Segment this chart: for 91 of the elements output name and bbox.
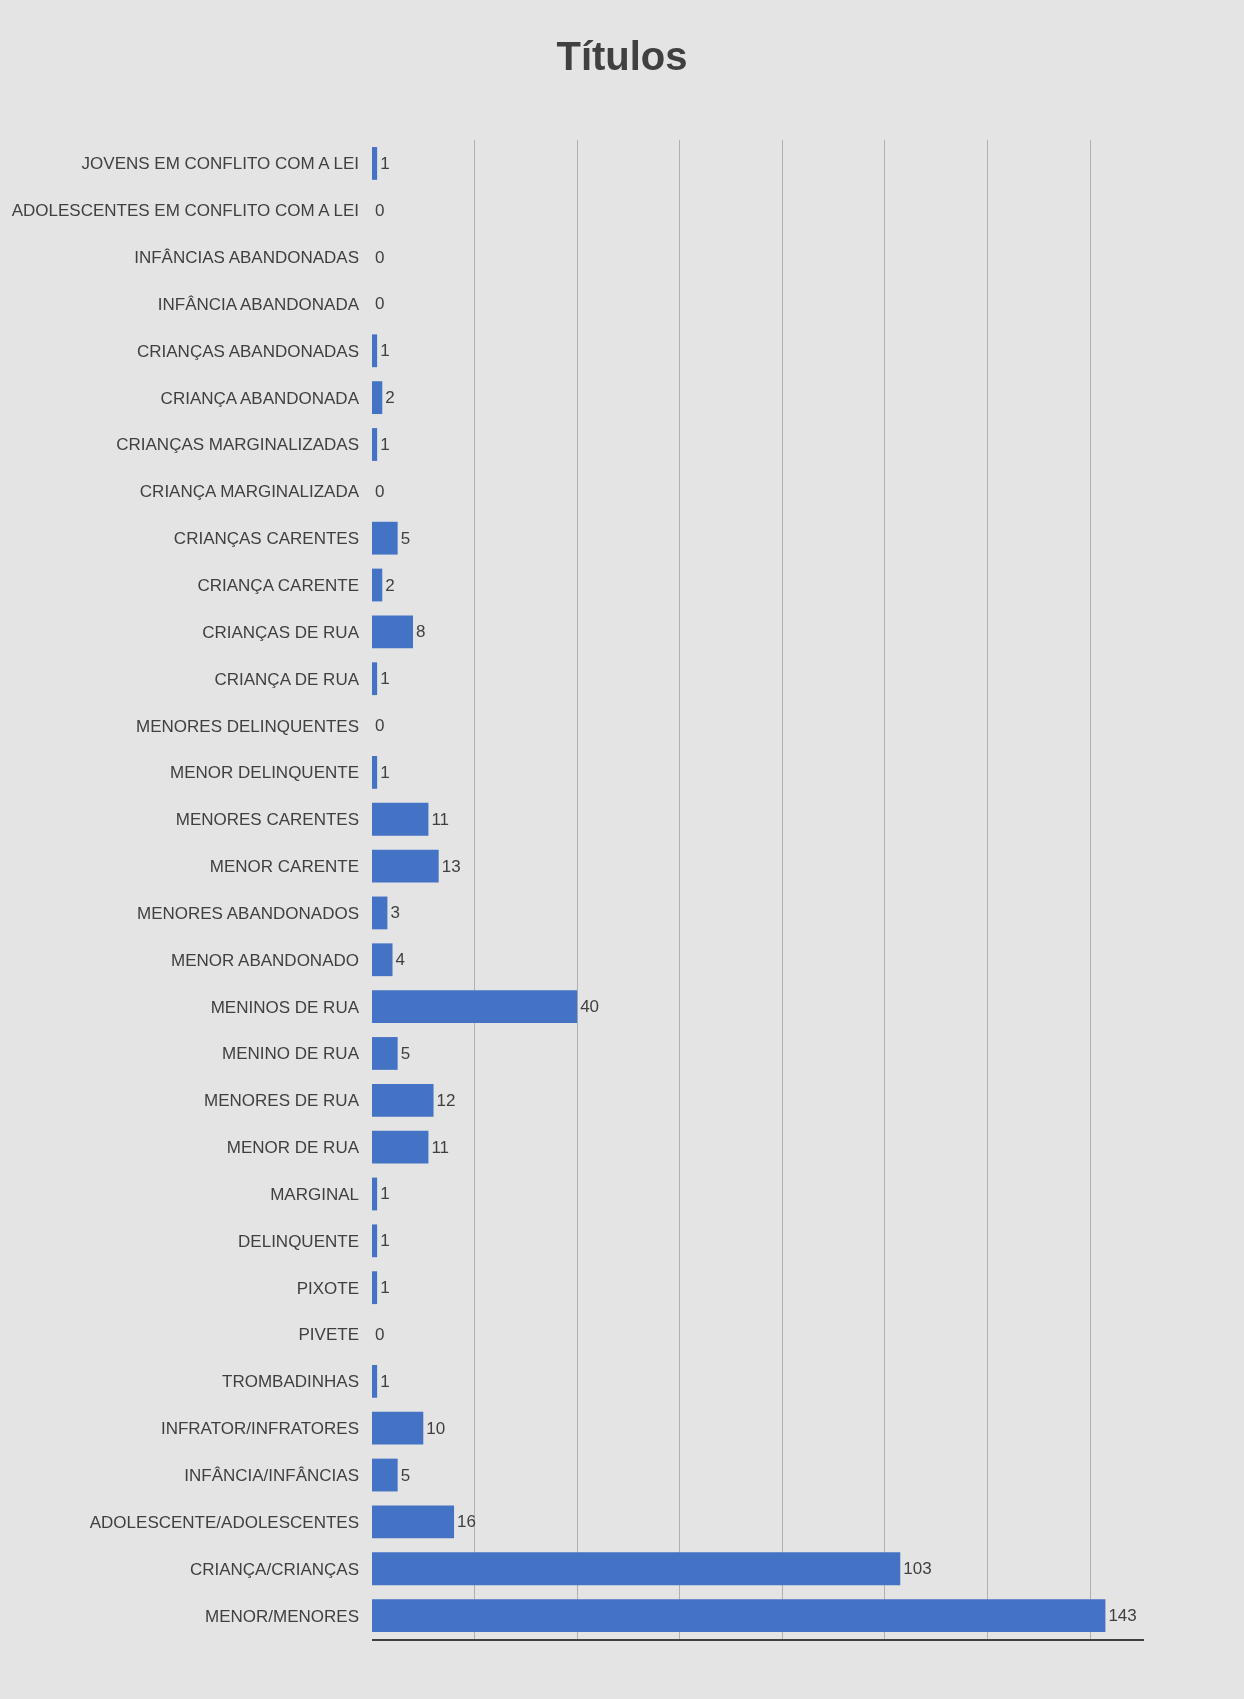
y-tick-label: INFÂNCIA ABANDONADA [157, 294, 360, 314]
y-tick-label: MENOR DE RUA [226, 1138, 360, 1158]
data-label: 10 [426, 1418, 446, 1438]
y-tick-label: CRIANÇAS ABANDONADAS [137, 341, 359, 361]
data-label: 0 [375, 247, 385, 267]
y-tick-label: ADOLESCENTE/ADOLESCENTES [89, 1512, 359, 1532]
data-label: 0 [375, 481, 385, 501]
chart-title: Títulos [556, 34, 688, 79]
data-label: 1 [380, 341, 390, 361]
data-label: 2 [385, 388, 395, 408]
y-tick-label: MENINO DE RUA [222, 1044, 360, 1064]
y-tick-label: INFÂNCIA/INFÂNCIAS [184, 1466, 359, 1485]
y-tick-label: ADOLESCENTES EM CONFLITO COM A LEI [11, 201, 359, 221]
data-label: 2 [385, 575, 395, 595]
bar [372, 615, 414, 649]
data-label: 11 [431, 1137, 450, 1157]
y-tick-label: MENINOS DE RUA [210, 997, 360, 1017]
bar [372, 1458, 398, 1492]
y-tick-label: MENOR DELINQUENTE [170, 763, 359, 783]
bar [372, 1130, 429, 1164]
bar [372, 756, 378, 789]
y-tick-label: MENOR CARENTE [209, 857, 359, 877]
data-label: 1 [380, 669, 390, 689]
bar [372, 1505, 455, 1539]
bar [372, 381, 383, 415]
y-tick-label: MENOR ABANDONADO [171, 950, 359, 970]
y-tick-label: TROMBADINHAS [222, 1372, 359, 1392]
data-label: 0 [375, 294, 385, 314]
y-tick-label: CRIANÇA CARENTE [197, 575, 359, 595]
data-label: 1 [380, 434, 390, 454]
y-tick-label: MENORES DE RUA [204, 1091, 360, 1111]
bar [372, 568, 383, 602]
bar [372, 334, 378, 368]
data-label: 103 [903, 1559, 932, 1579]
bar [372, 990, 578, 1023]
y-tick-label: PIXOTE [296, 1278, 359, 1298]
bar [372, 1271, 378, 1305]
bar [372, 1599, 1106, 1632]
y-tick-label: CRIANÇA MARGINALIZADA [139, 482, 360, 502]
data-label: 1 [380, 153, 390, 173]
data-label: 0 [375, 1325, 385, 1345]
bar [372, 147, 378, 180]
data-label: 16 [457, 1512, 476, 1532]
bar [372, 943, 393, 977]
bar [372, 849, 439, 883]
bar [372, 1083, 434, 1117]
data-label: 1 [380, 1184, 390, 1204]
y-tick-label: MENORES DELINQUENTES [136, 716, 359, 736]
data-label: 1 [380, 1371, 390, 1391]
bar [372, 521, 398, 555]
bar [372, 1224, 378, 1258]
data-label: 5 [400, 528, 411, 548]
y-tick-label: CRIANÇA ABANDONADA [160, 388, 360, 408]
y-tick-label: DELINQUENTE [238, 1231, 359, 1251]
y-tick-label: MENOR/MENORES [205, 1606, 359, 1626]
data-label: 0 [375, 200, 385, 220]
bar [372, 896, 388, 930]
y-tick-label: JOVENS EM CONFLITO COM A LEI [81, 154, 359, 174]
y-tick-label: MENORES ABANDONADOS [137, 903, 359, 923]
data-label: 1 [380, 762, 390, 782]
bar [372, 1552, 901, 1586]
data-label: 13 [441, 856, 461, 876]
y-tick-label: CRIANÇAS MARGINALIZADAS [116, 435, 359, 455]
y-tick-label: PIVETE [298, 1325, 359, 1345]
y-tick-label: CRIANÇA DE RUA [214, 669, 360, 689]
data-label: 1 [380, 1231, 390, 1251]
bar [372, 802, 429, 836]
bar [372, 1177, 378, 1211]
y-tick-label: INFÂNCIAS ABANDONADAS [134, 248, 359, 268]
bar [372, 1037, 398, 1070]
data-label: 1 [380, 1278, 390, 1298]
data-label: 8 [416, 622, 426, 642]
y-tick-label: CRIANÇAS DE RUA [202, 622, 360, 642]
data-label: 5 [400, 1043, 411, 1063]
y-tick-label: MARGINAL [270, 1184, 359, 1204]
y-tick-label: CRIANÇAS CARENTES [173, 529, 359, 549]
data-label: 4 [395, 950, 405, 970]
data-label: 143 [1108, 1606, 1137, 1626]
bar [372, 428, 378, 461]
data-label: 12 [436, 1090, 456, 1110]
y-tick-label: INFRATOR/INFRATORES [160, 1419, 359, 1439]
y-tick-label: MENORES CARENTES [175, 810, 359, 830]
data-label: 11 [431, 809, 450, 829]
bar [372, 1411, 424, 1445]
data-label: 40 [580, 997, 600, 1017]
data-label: 0 [375, 716, 385, 736]
data-label: 3 [390, 903, 400, 923]
data-label: 5 [400, 1465, 411, 1485]
bar [372, 662, 378, 696]
bar [372, 1364, 378, 1398]
y-tick-label: CRIANÇA/CRIANÇAS [189, 1559, 359, 1579]
